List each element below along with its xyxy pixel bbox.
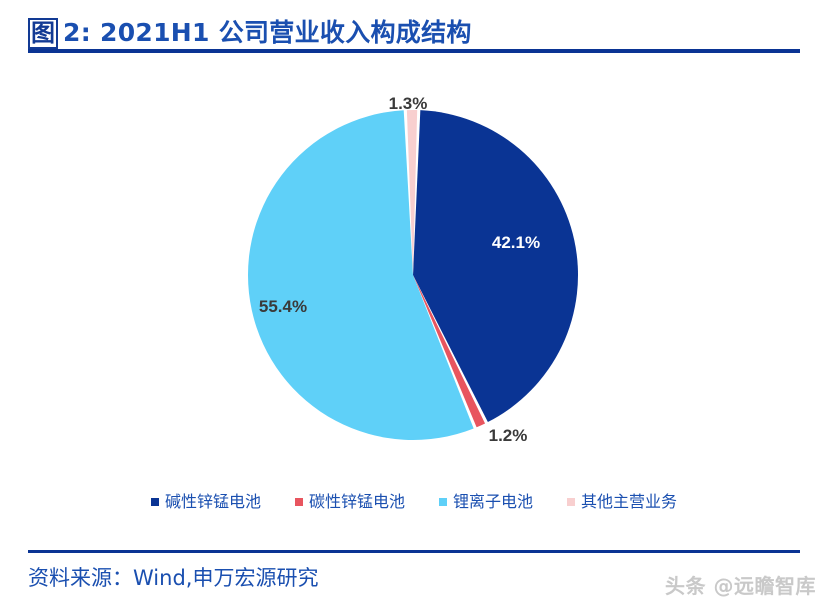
legend-item-label: 碳性锌锰电池 [308,492,405,511]
figure-badge: 图 [28,18,58,49]
legend-item[interactable]: 锂离子电池 [439,494,533,510]
chart-legend: 碱性锌锰电池 碳性锌锰电池 锂离子电池 其他主营业务 [0,487,828,517]
legend-item-label: 锂离子电池 [453,492,534,511]
pie-slice[interactable] [406,109,418,275]
legend-swatch-icon [294,498,303,506]
source-label: 资料来源：Wind,申万宏源研究 [28,566,319,590]
legend-swatch-icon [567,498,576,506]
footer-divider [28,550,800,553]
pie-slice-group [247,109,579,440]
pie-chart: 42.1% 1.2% 55.4% 1.3% [0,58,828,478]
legend-item-label: 其他主营业务 [581,492,678,511]
page-title-text: 2: 2021H1 公司营业收入构成结构 [63,18,472,47]
pie-slice[interactable] [247,110,474,440]
pie-slice[interactable] [413,110,579,423]
pie-slice[interactable] [413,275,486,428]
chart-header: 图 2: 2021H1 公司营业收入构成结构 [0,0,828,58]
legend-item-label: 碱性锌锰电池 [164,492,261,511]
watermark-label: 头条 @远瞻智库 [665,574,816,598]
pie-slice-label: 1.3% [389,94,428,113]
legend-swatch-icon [439,498,447,506]
pie-slice-label: 42.1% [492,233,540,252]
legend-item[interactable]: 碳性锌锰电池 [294,492,405,511]
title-divider [28,49,800,53]
pie-slice-label: 1.2% [489,426,528,445]
pie-chart-svg: 42.1% 1.2% 55.4% 1.3% [247,94,579,445]
legend-swatch-icon [150,498,159,506]
legend-item[interactable]: 碱性锌锰电池 [150,492,261,511]
legend-item[interactable]: 其他主营业务 [567,494,677,510]
page-title: 图 2: 2021H1 公司营业收入构成结构 [28,13,472,49]
pie-slice-label: 55.4% [259,297,307,316]
pie-label-group: 42.1% 1.2% 55.4% 1.3% [259,94,540,445]
